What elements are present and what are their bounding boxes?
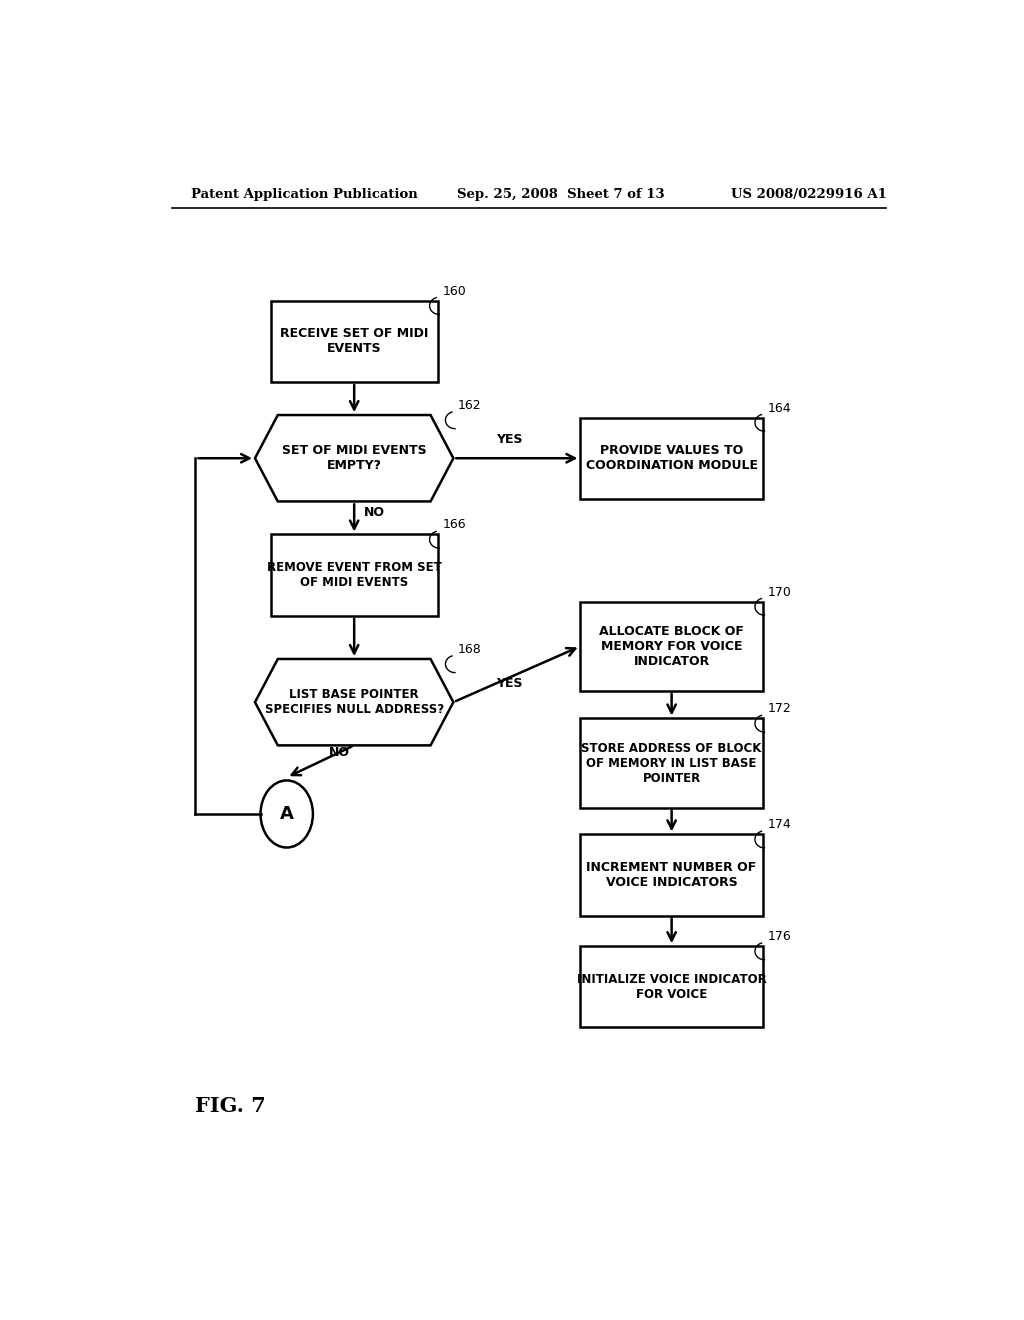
Text: RECEIVE SET OF MIDI
EVENTS: RECEIVE SET OF MIDI EVENTS [280,327,428,355]
Text: YES: YES [496,433,522,446]
Text: 174: 174 [768,818,792,832]
Text: REMOVE EVENT FROM SET
OF MIDI EVENTS: REMOVE EVENT FROM SET OF MIDI EVENTS [267,561,441,589]
FancyBboxPatch shape [581,718,763,808]
Text: 166: 166 [442,519,466,532]
FancyBboxPatch shape [270,535,437,616]
Text: 160: 160 [442,285,466,297]
FancyBboxPatch shape [581,834,763,916]
Text: FIG. 7: FIG. 7 [196,1096,266,1115]
FancyBboxPatch shape [581,946,763,1027]
Text: SET OF MIDI EVENTS
EMPTY?: SET OF MIDI EVENTS EMPTY? [282,445,426,473]
Text: STORE ADDRESS OF BLOCK
OF MEMORY IN LIST BASE
POINTER: STORE ADDRESS OF BLOCK OF MEMORY IN LIST… [582,742,762,784]
FancyBboxPatch shape [581,417,763,499]
Text: ALLOCATE BLOCK OF
MEMORY FOR VOICE
INDICATOR: ALLOCATE BLOCK OF MEMORY FOR VOICE INDIC… [599,624,744,668]
Text: Patent Application Publication: Patent Application Publication [191,187,418,201]
Text: NO: NO [364,507,385,519]
Text: INCREMENT NUMBER OF
VOICE INDICATORS: INCREMENT NUMBER OF VOICE INDICATORS [587,861,757,888]
Text: 170: 170 [768,586,792,598]
Text: 162: 162 [458,399,481,412]
Text: US 2008/0229916 A1: US 2008/0229916 A1 [731,187,887,201]
Text: LIST BASE POINTER
SPECIFIES NULL ADDRESS?: LIST BASE POINTER SPECIFIES NULL ADDRESS… [264,688,443,717]
Text: 172: 172 [768,702,792,715]
Text: A: A [280,805,294,822]
FancyBboxPatch shape [270,301,437,381]
Circle shape [260,780,313,847]
Polygon shape [255,659,454,746]
Polygon shape [255,414,454,502]
Text: YES: YES [496,677,522,690]
Text: NO: NO [329,746,350,759]
FancyBboxPatch shape [581,602,763,690]
Text: PROVIDE VALUES TO
COORDINATION MODULE: PROVIDE VALUES TO COORDINATION MODULE [586,445,758,473]
Text: Sep. 25, 2008  Sheet 7 of 13: Sep. 25, 2008 Sheet 7 of 13 [458,187,665,201]
Text: 168: 168 [458,643,482,656]
Text: INITIALIZE VOICE INDICATOR
FOR VOICE: INITIALIZE VOICE INDICATOR FOR VOICE [577,973,767,1001]
Text: 176: 176 [768,931,792,942]
Text: 164: 164 [768,401,792,414]
